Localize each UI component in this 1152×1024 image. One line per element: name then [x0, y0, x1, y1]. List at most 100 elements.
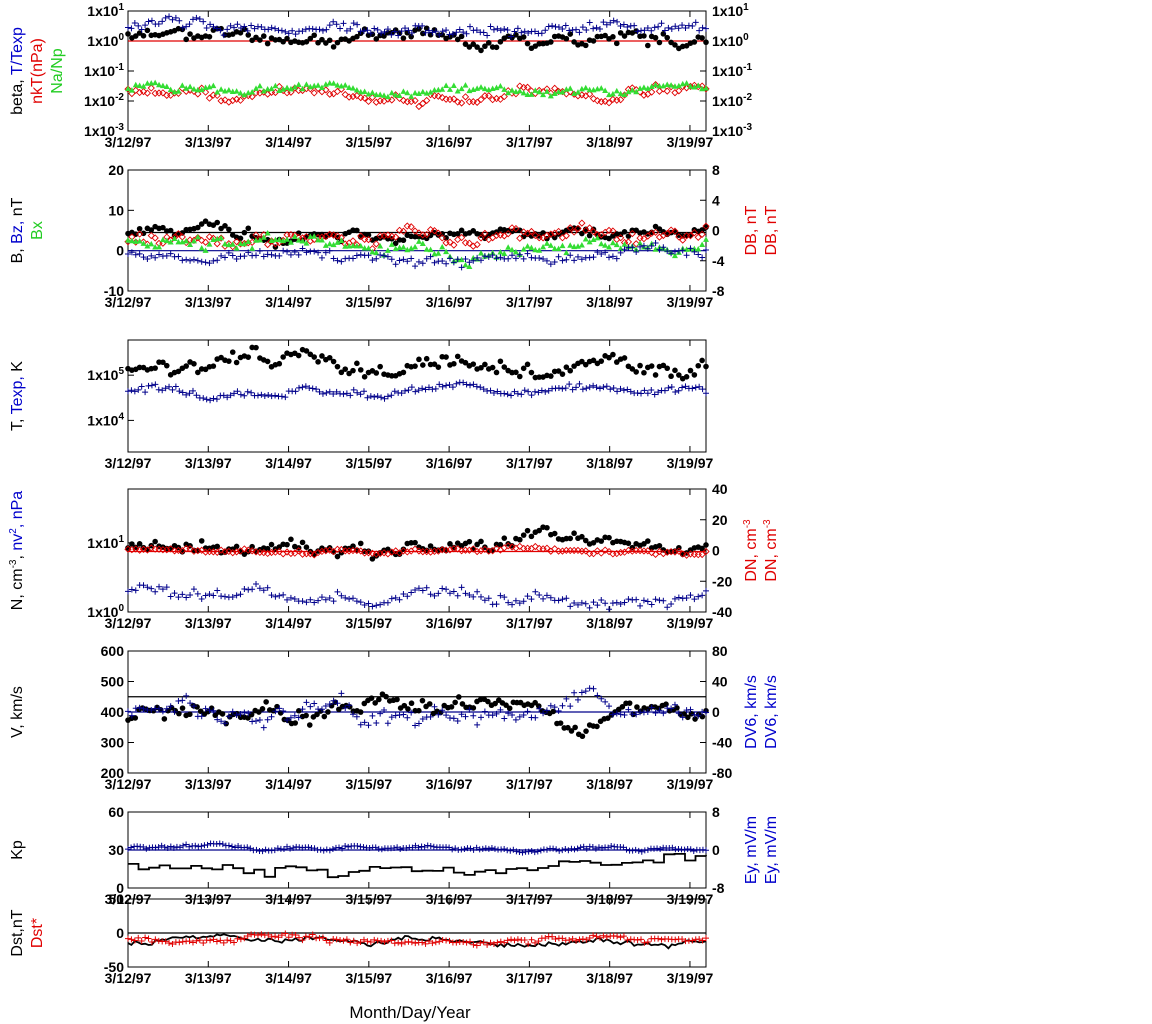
data-point [415, 585, 422, 592]
data-point [489, 96, 497, 104]
data-point [573, 937, 580, 944]
x-tick-label: 3/19/97 [667, 776, 714, 792]
data-point [489, 364, 496, 371]
data-point [395, 939, 402, 946]
data-point [214, 543, 221, 550]
data-point [489, 252, 496, 259]
data-point [340, 20, 347, 27]
data-point [524, 708, 531, 715]
data-point [194, 257, 201, 264]
data-point [528, 936, 535, 943]
data-point [423, 246, 430, 252]
data-point [641, 369, 647, 376]
data-point [343, 936, 350, 943]
data-point [566, 381, 573, 388]
data-point [528, 596, 535, 603]
data-point [282, 394, 289, 401]
data-point [512, 255, 519, 262]
data-point [429, 940, 436, 947]
data-point [652, 596, 659, 603]
data-point [586, 86, 593, 93]
data-point [258, 23, 265, 30]
x-tick-label: 3/16/97 [426, 776, 473, 792]
data-point [687, 367, 694, 374]
data-point [477, 939, 484, 946]
data-point [493, 601, 500, 608]
data-point [439, 257, 446, 264]
y-tick-label: 0 [116, 243, 124, 259]
data-point [186, 938, 193, 945]
data-point [396, 596, 403, 603]
y2-tick-label: -20 [712, 573, 732, 589]
data-point [143, 89, 152, 97]
data-point [567, 535, 574, 542]
data-point [152, 254, 159, 261]
data-point [614, 933, 621, 940]
data-point [427, 591, 434, 598]
data-point [644, 547, 652, 555]
data-point [282, 28, 289, 35]
data-point [376, 696, 382, 703]
x-tick-label: 3/15/97 [345, 776, 392, 792]
data-point [648, 363, 655, 369]
data-point [323, 40, 329, 46]
data-point [264, 230, 271, 236]
data-point [125, 85, 131, 92]
data-point [559, 242, 566, 249]
data-point [536, 527, 542, 534]
data-point [462, 713, 469, 720]
data-point [703, 247, 709, 254]
y-axis-label: V, km/s [9, 686, 26, 738]
data-point [570, 546, 578, 555]
data-point [159, 387, 166, 394]
data-point [219, 711, 226, 717]
data-point [145, 382, 152, 389]
data-point [699, 545, 705, 552]
data-point [371, 25, 378, 32]
data-point [268, 541, 275, 548]
data-point [159, 586, 166, 593]
data-point [699, 713, 706, 720]
data-point [124, 85, 132, 93]
x-tick-label: 3/12/97 [105, 134, 152, 150]
data-point [659, 549, 667, 558]
data-point [687, 83, 694, 89]
data-point [377, 91, 384, 98]
data-point [699, 35, 705, 41]
data-point [687, 846, 694, 853]
data-point [436, 31, 443, 38]
data-point [528, 847, 535, 854]
data-point [347, 25, 354, 32]
data-point [617, 934, 624, 941]
data-point [598, 358, 605, 364]
data-point [404, 246, 411, 253]
data-point [481, 85, 488, 92]
data-point [311, 248, 318, 255]
data-point [608, 843, 615, 850]
data-point [563, 35, 570, 42]
data-point [617, 234, 625, 242]
data-point [675, 233, 683, 241]
data-point [683, 80, 690, 86]
data-point [571, 257, 578, 264]
data-point [661, 387, 668, 394]
data-point [453, 939, 460, 946]
data-point [148, 382, 155, 389]
data-point [540, 91, 547, 98]
data-point [198, 843, 205, 850]
x-tick-label: 3/19/97 [667, 970, 714, 986]
data-point [190, 237, 197, 244]
data-point [132, 33, 139, 39]
data-point [237, 89, 244, 96]
data-point [350, 937, 357, 944]
data-point [272, 82, 279, 89]
data-point [625, 540, 632, 547]
data-point [284, 717, 291, 724]
data-point [284, 84, 291, 91]
y2-tick-label: 0 [712, 704, 720, 720]
data-point [330, 391, 337, 398]
data-point [337, 936, 344, 943]
data-point [241, 229, 248, 236]
data-point [340, 391, 347, 398]
